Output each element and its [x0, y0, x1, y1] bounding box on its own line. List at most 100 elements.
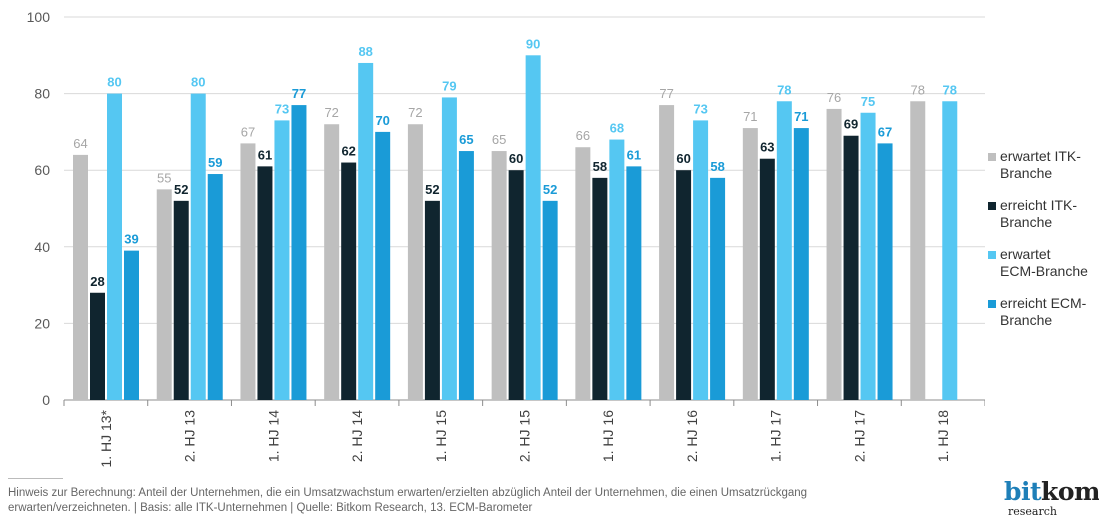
- bar: [240, 143, 256, 400]
- legend-label: erwartet ITK- Branche: [1000, 148, 1081, 181]
- bar: [458, 151, 474, 400]
- data-label: 68: [610, 121, 624, 136]
- data-label: 28: [90, 274, 104, 289]
- data-label: 70: [375, 113, 389, 128]
- data-label: 80: [107, 75, 121, 90]
- bar: [207, 174, 223, 400]
- bar: [693, 120, 709, 400]
- data-label: 78: [943, 82, 957, 97]
- data-label: 77: [292, 86, 306, 101]
- bar: [609, 139, 625, 400]
- legend-item-erreicht-ecm: erreicht ECM- Branche: [988, 295, 1099, 329]
- bar: [710, 177, 726, 400]
- footnote-divider: [8, 478, 63, 479]
- bar: [124, 250, 139, 400]
- bar: [173, 200, 189, 400]
- data-label: 55: [157, 170, 171, 185]
- bar: [508, 170, 524, 400]
- x-tick-label: 1. HJ 17: [768, 410, 784, 462]
- bar: [441, 97, 457, 401]
- legend-item-erwartet-itk: erwartet ITK- Branche: [988, 148, 1099, 182]
- data-label: 59: [208, 155, 222, 170]
- data-label: 60: [509, 151, 523, 166]
- data-label: 62: [341, 144, 355, 159]
- data-label: 75: [861, 94, 875, 109]
- data-label: 72: [324, 105, 338, 120]
- data-label: 78: [777, 82, 791, 97]
- y-tick-label: 100: [27, 9, 51, 25]
- x-tick-label: 2. HJ 15: [517, 410, 533, 462]
- y-tick-label: 40: [34, 239, 50, 255]
- data-label: 88: [358, 44, 372, 59]
- legend-swatch: [988, 153, 996, 161]
- bar: [793, 128, 809, 400]
- logo-subtitle: research: [1008, 505, 1057, 518]
- legend-label: erreicht ITK- Branche: [1000, 197, 1078, 230]
- data-label: 52: [174, 182, 188, 197]
- bitkom-research-logo: bitkom research: [1004, 478, 1099, 527]
- bar: [626, 166, 642, 400]
- bar: [491, 151, 507, 400]
- x-tick-label: 1. HJ 16: [600, 410, 616, 462]
- bar: [877, 143, 893, 400]
- bar: [274, 120, 290, 400]
- bar: [575, 147, 591, 400]
- legend-swatch: [988, 202, 996, 210]
- data-label: 69: [844, 117, 858, 132]
- x-tick-label: 1. HJ 14: [265, 410, 281, 462]
- data-label: 64: [73, 136, 87, 151]
- data-label: 77: [659, 86, 673, 101]
- bar-chart: 0 20 40 60 80 100 1. HJ 13* 2. HJ 13 1. HJ 14 2. …: [27, 9, 985, 468]
- y-tick-label: 80: [34, 86, 50, 102]
- bar: [291, 105, 307, 400]
- bar: [843, 135, 859, 401]
- x-tick-label: 1. HJ 13*: [98, 409, 114, 467]
- legend-label: erreicht ECM- Branche: [1000, 295, 1087, 328]
- legend-swatch: [988, 300, 996, 308]
- logo-wordmark: bitkom: [1004, 478, 1099, 506]
- data-label: 66: [576, 128, 590, 143]
- x-tick-label: 1. HJ 18: [935, 410, 951, 462]
- bar: [107, 93, 122, 400]
- data-label: 60: [676, 151, 690, 166]
- data-label: 73: [693, 101, 707, 116]
- y-tick-label: 60: [34, 162, 50, 178]
- legend-item-erreicht-itk: erreicht ITK- Branche: [988, 197, 1099, 231]
- data-label: 61: [627, 147, 641, 162]
- data-label: 76: [827, 90, 841, 105]
- x-tick-label: 2. HJ 14: [349, 410, 365, 462]
- y-tick-label: 0: [42, 392, 50, 408]
- data-label: 72: [408, 105, 422, 120]
- bar: [257, 166, 273, 400]
- legend-item-erwartet-ecm: erwartet ECM-Branche: [988, 246, 1099, 280]
- data-label: 58: [710, 159, 724, 174]
- data-label: 65: [492, 132, 506, 147]
- bar: [156, 189, 172, 400]
- bar: [860, 112, 876, 400]
- bar: [942, 101, 958, 400]
- bar: [407, 124, 423, 401]
- bar: [826, 108, 842, 401]
- data-label: 73: [275, 101, 289, 116]
- data-label: 63: [760, 140, 774, 155]
- data-label: 58: [593, 159, 607, 174]
- x-tick-label: 2. HJ 16: [684, 410, 700, 462]
- data-label: 39: [124, 232, 138, 247]
- footnote: Hinweis zur Berechnung: Anteil der Unter…: [8, 487, 808, 514]
- bar: [776, 101, 792, 400]
- bar: [759, 158, 775, 400]
- bar: [375, 131, 391, 400]
- bar: [90, 292, 105, 400]
- bar: [676, 170, 692, 400]
- data-label: 80: [191, 75, 205, 90]
- data-label: 61: [258, 147, 272, 162]
- x-tick-label: 2. HJ 13: [182, 410, 198, 462]
- bar: [358, 62, 374, 401]
- bar: [73, 154, 88, 400]
- chart-legend: erwartet ITK- Branche erreicht ITK- Branch…: [988, 148, 1099, 344]
- legend-label: erwartet ECM-Branche: [1000, 246, 1088, 279]
- y-tick-label: 20: [34, 315, 50, 331]
- bar: [742, 128, 758, 400]
- data-label: 52: [425, 182, 439, 197]
- data-label: 65: [459, 132, 473, 147]
